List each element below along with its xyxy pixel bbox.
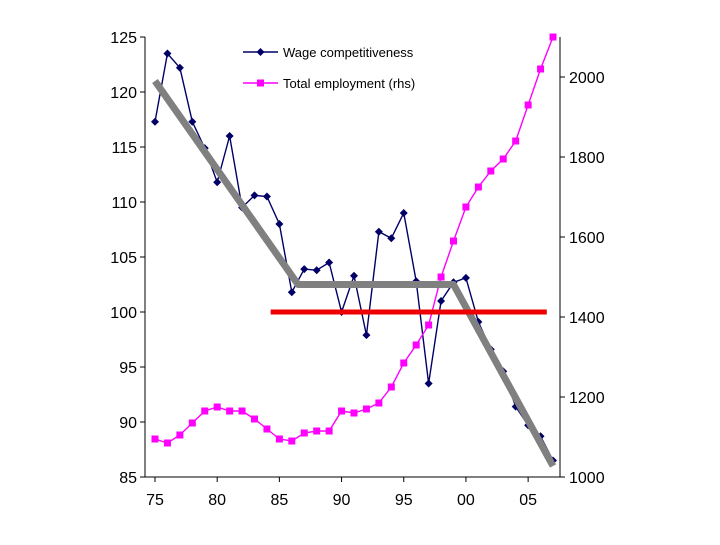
y2-tick-label: 1600 [569, 230, 605, 247]
data-point-total-employment [239, 408, 246, 415]
y-tick-label: 110 [111, 195, 137, 212]
data-point-wage-competitiveness [400, 209, 408, 217]
x-tick-label: 05 [519, 492, 537, 509]
data-point-total-employment [525, 102, 532, 109]
series-line-wage-competitiveness [155, 54, 553, 461]
data-point-total-employment [537, 66, 544, 73]
data-point-total-employment [176, 432, 183, 439]
y-tick-label: 100 [110, 305, 137, 322]
data-point-total-employment [450, 238, 457, 245]
y-tick-label: 120 [110, 85, 137, 102]
data-point-total-employment [375, 400, 382, 407]
data-point-total-employment [313, 428, 320, 435]
legend-label-total-employment: Total employment (rhs) [283, 76, 415, 91]
data-point-total-employment [351, 410, 358, 417]
y-tick-label: 105 [110, 250, 137, 267]
legend: Wage competitiveness Total employment (r… [243, 45, 415, 91]
x-tick-label: 75 [146, 492, 164, 509]
data-point-wage-competitiveness [263, 193, 271, 201]
data-point-total-employment [338, 408, 345, 415]
data-point-total-employment [214, 404, 221, 411]
y2-tick-label: 1000 [569, 470, 605, 487]
legend-marker-wage-competitiveness [257, 48, 265, 56]
x-tick-label: 00 [457, 492, 475, 509]
data-point-total-employment [487, 168, 494, 175]
data-point-total-employment [475, 184, 482, 191]
y2-tick-label: 1200 [569, 390, 605, 407]
legend-label-wage-competitiveness: Wage competitiveness [283, 45, 414, 60]
y2-tick-label: 1800 [569, 150, 605, 167]
data-point-total-employment [276, 436, 283, 443]
data-point-wage-competitiveness [375, 228, 383, 236]
y-tick-label: 85 [119, 470, 137, 487]
x-tick-label: 95 [395, 492, 413, 509]
y2-tick-label: 2000 [569, 70, 605, 87]
data-point-total-employment [301, 430, 308, 437]
data-point-total-employment [251, 416, 258, 423]
series-layer [151, 34, 557, 465]
data-point-wage-competitiveness [462, 274, 470, 282]
data-point-total-employment [388, 384, 395, 391]
data-point-wage-competitiveness [425, 380, 433, 388]
y2-tick-label: 1400 [569, 310, 605, 327]
data-point-total-employment [550, 34, 557, 41]
y-tick-label: 95 [119, 360, 137, 377]
y-tick-label: 125 [110, 30, 137, 47]
data-point-wage-competitiveness [151, 118, 159, 126]
data-point-total-employment [500, 156, 507, 163]
data-point-total-employment [263, 426, 270, 433]
data-point-total-employment [152, 436, 159, 443]
data-point-wage-competitiveness [387, 234, 395, 242]
data-point-wage-competitiveness [275, 220, 283, 228]
data-point-wage-competitiveness [325, 259, 333, 267]
data-point-total-employment [413, 342, 420, 349]
data-point-total-employment [512, 138, 519, 145]
data-point-wage-competitiveness [300, 265, 308, 273]
data-point-wage-competitiveness [226, 132, 234, 140]
data-point-wage-competitiveness [362, 331, 370, 339]
data-point-total-employment [226, 408, 233, 415]
legend-marker-total-employment [257, 80, 264, 87]
x-tick-label: 80 [208, 492, 226, 509]
series-line-total-employment [155, 37, 553, 443]
data-point-total-employment [400, 360, 407, 367]
data-point-total-employment [201, 408, 208, 415]
data-point-total-employment [438, 274, 445, 281]
data-point-total-employment [326, 428, 333, 435]
data-point-total-employment [189, 420, 196, 427]
data-point-wage-competitiveness [350, 272, 358, 280]
x-tick-label: 85 [270, 492, 288, 509]
data-point-total-employment [462, 204, 469, 211]
data-point-total-employment [425, 322, 432, 329]
data-point-wage-competitiveness [313, 266, 321, 274]
y-tick-label: 115 [111, 140, 137, 157]
chart-container: 85 90 95 100 105 110 115 120 125 1000 1200 1400 1600… [0, 0, 720, 540]
data-point-total-employment [164, 440, 171, 447]
chart-svg: 85 90 95 100 105 110 115 120 125 1000 1200 1400 1600… [0, 0, 720, 540]
y-tick-label: 90 [119, 415, 137, 432]
data-point-wage-competitiveness [288, 288, 296, 296]
x-tick-label: 90 [333, 492, 351, 509]
data-point-total-employment [288, 438, 295, 445]
data-point-wage-competitiveness [437, 297, 445, 305]
data-point-total-employment [363, 406, 370, 413]
